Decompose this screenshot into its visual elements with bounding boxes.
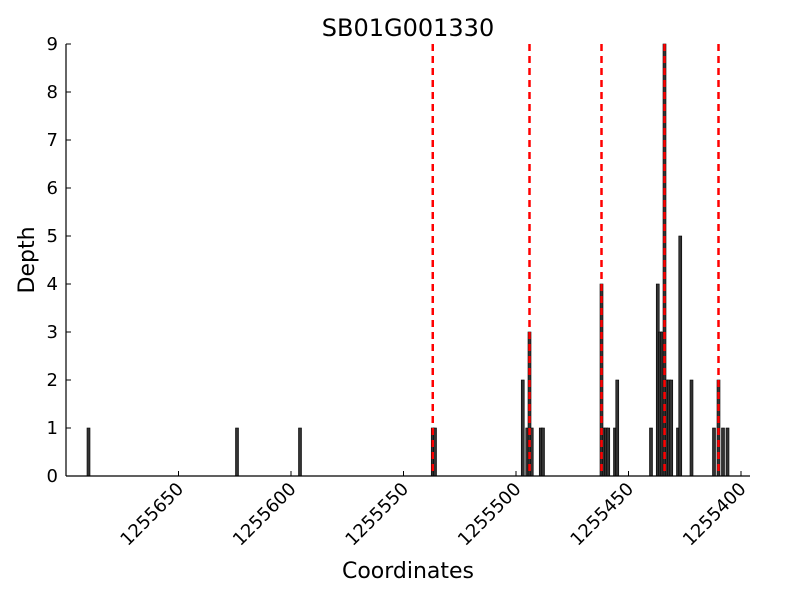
y-tick-label: 2 — [47, 370, 58, 391]
depth-bar — [520, 379, 525, 477]
chart-title: SB01G001330 — [322, 14, 494, 42]
marker-lines-layer — [431, 44, 720, 476]
y-tick-label: 7 — [47, 130, 58, 151]
y-tick-label: 1 — [47, 418, 58, 439]
y-axis-title: Depth — [15, 226, 40, 293]
x-tick-label: 1255500 — [454, 479, 526, 551]
y-tick-label: 0 — [47, 466, 58, 487]
depth-bar — [721, 427, 725, 477]
x-tick-label: 1255650 — [116, 479, 188, 551]
x-axis-title: Coordinates — [342, 559, 474, 584]
depth-bar — [669, 379, 674, 477]
depth-bar — [689, 379, 694, 477]
y-tick-label: 9 — [47, 34, 58, 55]
depth-bar — [235, 427, 239, 477]
x-tick-label: 1255550 — [341, 479, 413, 551]
x-tick-label: 1255400 — [679, 479, 751, 551]
y-tick-label: 8 — [47, 82, 58, 103]
y-tick-label: 6 — [47, 178, 58, 199]
depth-bar — [86, 427, 91, 477]
depth-bar — [298, 427, 302, 477]
x-tick-label: 1255450 — [566, 479, 638, 551]
depth-bar — [712, 427, 716, 477]
depth-bar — [649, 427, 653, 477]
y-tick-label: 4 — [47, 274, 58, 295]
y-tick-label: 5 — [47, 226, 58, 247]
depth-bar — [678, 235, 683, 477]
x-tick-label: 1255600 — [229, 479, 301, 551]
bars-layer — [86, 43, 730, 477]
depth-bar — [606, 427, 611, 477]
depth-bar — [615, 379, 620, 477]
depth-bar — [541, 427, 545, 477]
y-tick-label: 3 — [47, 322, 58, 343]
axes-layer: 0 1 2 3 4 5 6 7 8 9 1255650 1255600 1255550 1255500 12… — [47, 34, 751, 550]
depth-bar — [725, 427, 730, 477]
